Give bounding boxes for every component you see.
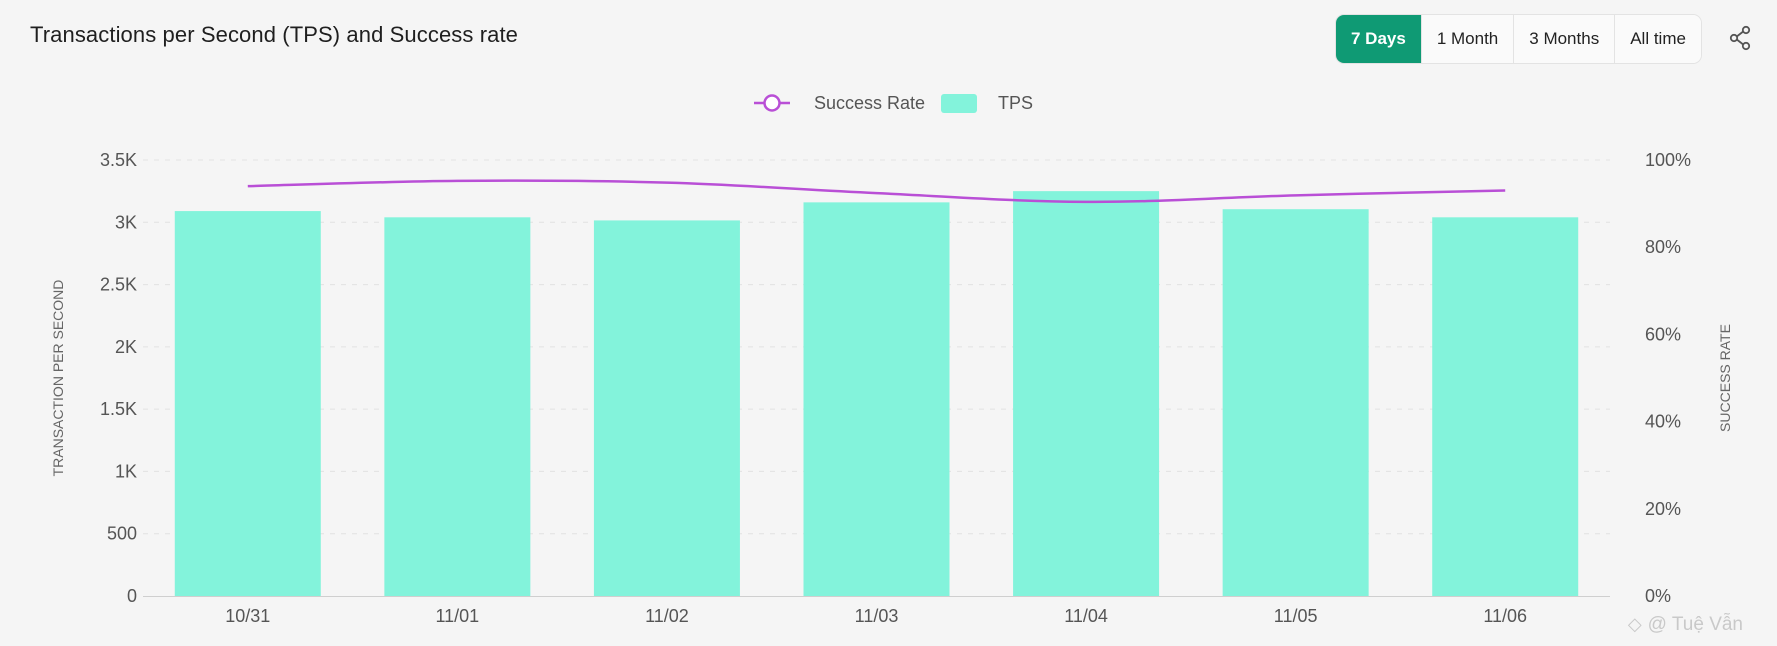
range-7-days-button[interactable]: 7 Days [1336,15,1422,63]
y-right-tick-label: 20% [1645,499,1681,519]
tps-bar [384,217,531,596]
y-left-tick-label: 3.5K [100,150,137,170]
x-tick-label: 11/06 [1483,606,1527,626]
y-left-axis-title: TRANSACTION PER SECOND [50,280,66,477]
x-tick-label: 10/31 [225,606,270,626]
time-range-selector: 7 Days 1 Month 3 Months All time [1335,14,1702,64]
range-all-time-button[interactable]: All time [1615,15,1701,63]
legend-tps-label: TPS [998,93,1033,113]
y-left-tick-label: 2.5K [100,275,137,295]
y-right-tick-label: 80% [1645,237,1681,257]
x-tick-label: 11/02 [645,606,689,626]
y-left-tick-label: 3K [115,212,137,232]
tps-bar [803,202,950,596]
range-1-month-button[interactable]: 1 Month [1421,15,1515,63]
y-right-tick-label: 100% [1645,150,1691,170]
y-left-tick-label: 1K [115,461,137,481]
x-tick-label: 11/04 [1064,606,1108,626]
tps-bar [174,211,321,596]
diamond-icon: ◇ [1627,614,1642,634]
range-3-months-button[interactable]: 3 Months [1514,15,1616,63]
share-icon[interactable] [1728,25,1752,51]
y-left-tick-label: 500 [107,524,137,544]
tps-bar [1013,191,1160,596]
legend-line-dot [763,94,781,112]
success-rate-line [247,179,1506,204]
y-right-tick-label: 60% [1645,324,1681,344]
x-tick-label: 11/01 [435,606,479,626]
y-left-tick-label: 2K [115,337,137,357]
y-left-tick-label: 1.5K [100,399,137,419]
tps-bar [593,220,740,596]
y-right-tick-label: 0% [1645,586,1671,606]
watermark-text: @ Tuệ Vẫn [1647,614,1743,635]
y-right-axis-title: SUCCESS RATE [1717,324,1733,432]
x-tick-label: 11/03 [855,606,899,626]
y-left-tick-label: 0 [127,586,137,606]
x-tick-label: 11/05 [1274,606,1318,626]
tps-bar [1222,209,1369,596]
y-right-tick-label: 40% [1645,412,1681,432]
page-title: Transactions per Second (TPS) and Succes… [30,22,519,47]
tps-bar [1432,217,1579,596]
legend-success-rate-label: Success Rate [814,93,925,113]
watermark: ◇ @ Tuệ Vẫn [1628,614,1743,636]
legend-tps-swatch [941,94,977,113]
